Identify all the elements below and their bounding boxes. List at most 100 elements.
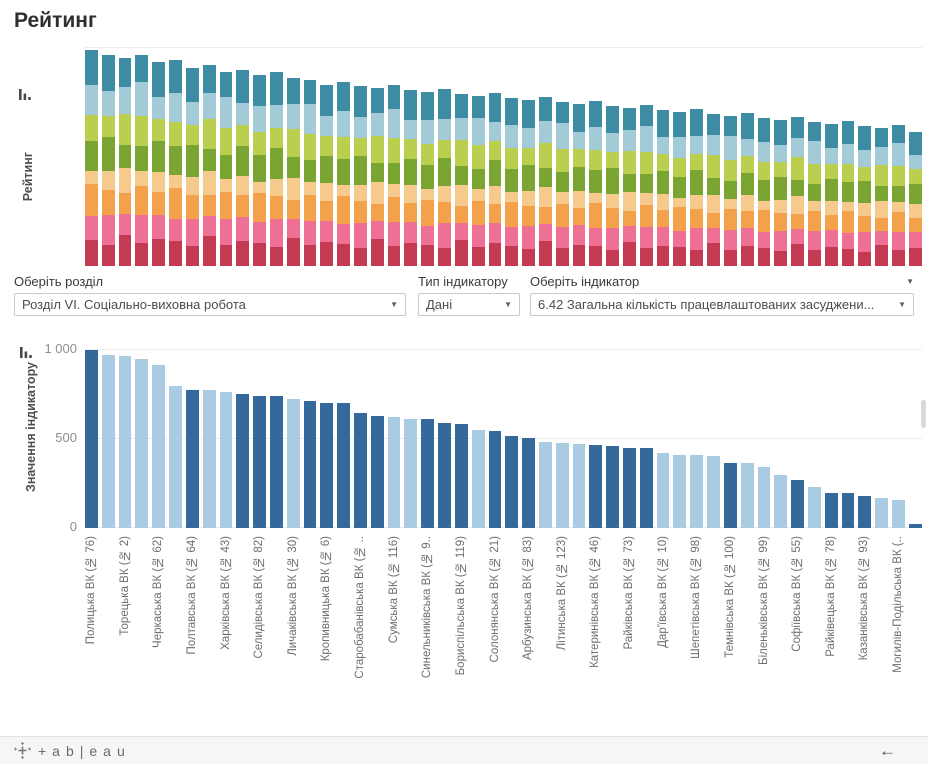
bar-segment[interactable] [489,93,502,122]
value-bar[interactable] [791,480,804,528]
sort-icon[interactable] [20,345,33,363]
bar-segment[interactable] [858,232,871,252]
bar-segment[interactable] [102,91,115,116]
bar-segment[interactable] [774,145,787,163]
bar-segment[interactable] [186,145,199,177]
bar-segment[interactable] [320,116,333,136]
value-bar[interactable] [690,455,703,528]
bar-segment[interactable] [522,226,535,249]
bar-segment[interactable] [875,186,888,201]
bar-segment[interactable] [673,177,686,199]
bar-segment[interactable] [707,178,720,195]
bar-segment[interactable] [825,124,838,148]
bar-segment[interactable] [573,225,586,244]
bar-segment[interactable] [505,148,518,168]
bar-segment[interactable] [489,160,502,186]
bar-segment[interactable] [152,172,165,192]
bar-segment[interactable] [404,243,417,266]
bar-segment[interactable] [842,233,855,249]
bar-segment[interactable] [186,177,199,195]
bar-segment[interactable] [858,181,871,203]
bar-segment[interactable] [707,243,720,266]
bar-segment[interactable] [690,136,703,155]
bar-segment[interactable] [135,82,148,116]
stacked-bar[interactable] [472,96,485,266]
stacked-bar[interactable] [758,118,771,266]
bar-segment[interactable] [220,128,233,155]
sort-icon[interactable] [19,87,32,105]
bar-segment[interactable] [388,222,401,246]
bar-segment[interactable] [892,232,905,250]
bar-segment[interactable] [539,207,552,224]
bar-segment[interactable] [152,141,165,172]
bar-segment[interactable] [354,223,367,248]
bar-segment[interactable] [606,208,619,227]
bar-segment[interactable] [657,110,670,137]
bar-segment[interactable] [522,100,535,128]
bar-segment[interactable] [236,176,249,196]
bar-segment[interactable] [304,245,317,266]
bar-segment[interactable] [85,240,98,266]
bar-segment[interactable] [589,228,602,246]
value-bar[interactable] [404,419,417,529]
bar-segment[interactable] [539,143,552,168]
value-bar[interactable] [270,396,283,528]
bar-segment[interactable] [741,195,754,210]
bar-segment[interactable] [825,247,838,266]
bar-segment[interactable] [875,218,888,232]
bar-segment[interactable] [774,120,787,145]
value-bar[interactable] [774,475,787,528]
value-bar[interactable] [875,498,888,528]
bar-segment[interactable] [808,211,821,231]
stacked-bar[interactable] [858,126,871,266]
bar-segment[interactable] [489,204,502,223]
bar-segment[interactable] [690,250,703,266]
value-bar[interactable] [623,448,636,529]
value-bar[interactable] [825,493,838,528]
value-bar[interactable] [438,423,451,528]
stacked-bar[interactable] [842,121,855,266]
bar-segment[interactable] [673,137,686,159]
bar-segment[interactable] [152,62,165,97]
value-bar[interactable] [724,463,737,528]
bar-segment[interactable] [505,98,518,125]
stacked-bar[interactable] [707,114,720,266]
bar-segment[interactable] [236,103,249,125]
bar-segment[interactable] [573,149,586,167]
value-bar[interactable] [589,445,602,528]
bar-segment[interactable] [707,114,720,135]
bar-segment[interactable] [253,75,266,106]
back-arrow-button[interactable]: ← [879,741,896,761]
value-bar[interactable] [573,444,586,529]
bar-segment[interactable] [354,185,367,201]
bar-segment[interactable] [556,192,569,204]
bar-segment[interactable] [320,85,333,116]
stacked-bar[interactable] [774,120,787,266]
bar-segment[interactable] [589,203,602,228]
bar-segment[interactable] [556,172,569,192]
value-bar[interactable] [909,524,922,529]
bar-segment[interactable] [102,171,115,190]
bar-segment[interactable] [152,119,165,141]
bar-segment[interactable] [253,132,266,155]
bar-segment[interactable] [606,133,619,152]
bar-segment[interactable] [640,227,653,248]
bar-segment[interactable] [203,236,216,266]
value-bar[interactable] [236,394,249,528]
bar-segment[interactable] [690,228,703,250]
bar-segment[interactable] [320,201,333,221]
bar-segment[interactable] [690,209,703,228]
stacked-bar[interactable] [808,122,821,266]
bar-segment[interactable] [253,243,266,266]
bar-segment[interactable] [371,221,384,239]
bar-segment[interactable] [371,204,384,222]
bar-segment[interactable] [522,128,535,148]
stacked-bar[interactable] [119,58,132,266]
bar-segment[interactable] [808,201,821,211]
stacked-bar[interactable] [892,125,905,266]
bar-segment[interactable] [791,229,804,244]
bar-segment[interactable] [421,200,434,226]
bar-segment[interactable] [337,82,350,111]
bar-segment[interactable] [472,225,485,247]
value-bar[interactable] [371,416,384,529]
